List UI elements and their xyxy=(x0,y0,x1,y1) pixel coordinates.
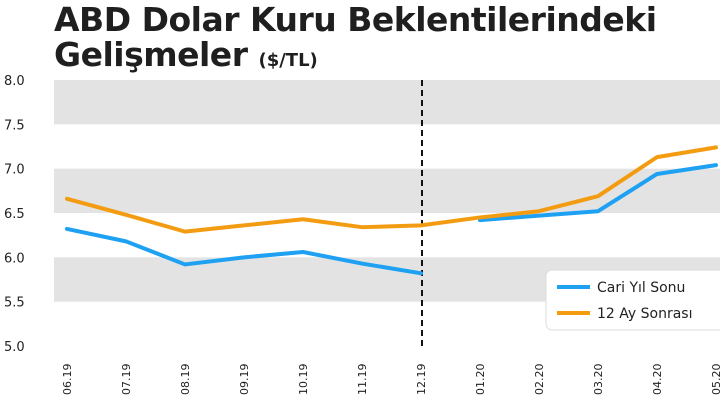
chart-title-unit: ($/TL) xyxy=(258,50,318,71)
chart-title: ABD Dolar Kuru Beklentilerindeki Gelişme… xyxy=(54,2,657,78)
x-tick-label: 04.20 xyxy=(651,364,664,396)
grid-band xyxy=(54,80,720,125)
series-line-2 xyxy=(65,145,718,234)
y-tick-label: 5.5 xyxy=(4,296,25,311)
x-tick-label: 02.20 xyxy=(533,364,546,396)
x-tick-label: 01.20 xyxy=(474,364,487,396)
x-tick-label: 09.19 xyxy=(238,364,251,396)
legend-label: Cari Yıl Sonu xyxy=(597,280,685,296)
x-axis: 06.19 07.19 08.19 09.19 10.19 11.19 12.19 01.20… xyxy=(61,364,720,396)
series-line-1 xyxy=(478,163,718,223)
x-tick-label: 10.19 xyxy=(297,364,310,396)
x-tick-label: 05.20 xyxy=(710,364,720,396)
chart-title-line2: Gelişmeler xyxy=(54,35,248,74)
y-tick-label: 6.0 xyxy=(4,251,25,266)
legend: Cari Yıl Sonu 12 Ay Sonrası xyxy=(545,269,720,331)
series-line-1 xyxy=(65,226,423,276)
chart-title-line1: ABD Dolar Kuru Beklentilerindeki xyxy=(54,0,657,39)
x-tick-label: 03.20 xyxy=(592,364,605,396)
y-tick-label: 6.5 xyxy=(4,207,25,222)
x-tick-label: 12.19 xyxy=(415,364,428,396)
y-tick-label: 8.0 xyxy=(4,74,25,89)
y-tick-label: 5.0 xyxy=(4,340,25,355)
legend-label: 12 Ay Sonrası xyxy=(597,306,692,322)
x-tick-label: 08.19 xyxy=(179,364,192,396)
y-tick-label: 7.0 xyxy=(4,163,25,178)
grid-band xyxy=(54,168,720,213)
y-axis: 5.0 5.5 6.0 6.5 7.0 7.5 8.0 xyxy=(4,74,25,355)
x-tick-label: 07.19 xyxy=(120,364,133,396)
x-tick-label: 11.19 xyxy=(356,364,369,396)
series-lines xyxy=(65,145,718,276)
y-tick-label: 7.5 xyxy=(4,118,25,133)
x-tick-label: 06.19 xyxy=(61,364,74,396)
